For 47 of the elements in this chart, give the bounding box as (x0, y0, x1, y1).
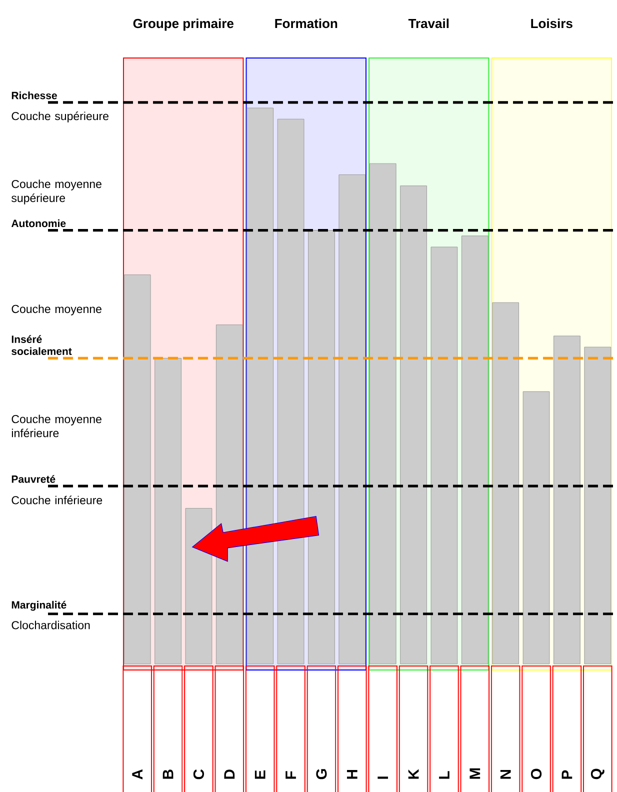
band-label: Groupe primaire (133, 18, 234, 31)
x-tick-label: N (500, 770, 511, 779)
x-tick-label: O (530, 768, 542, 780)
text: Couche supérieure (12, 112, 108, 122)
ref-line-label: Marginalité (12, 600, 66, 611)
bar (430, 246, 458, 664)
x-tick-label: F (286, 771, 296, 779)
bar (461, 236, 488, 664)
bar (522, 391, 550, 664)
band-label: Loisirs (531, 18, 572, 28)
bar (277, 118, 304, 664)
x-tick-label: E (254, 770, 266, 779)
bar (554, 336, 580, 664)
bar (369, 163, 396, 664)
bar (308, 230, 335, 664)
text: Couche moyenne supérieure (12, 180, 102, 204)
text: Couche moyenne inférieure (12, 414, 102, 438)
bar (400, 186, 427, 664)
text: Couche inférieure (12, 496, 102, 504)
ref-line-label: Pauvreté (12, 475, 56, 483)
bar (124, 274, 151, 664)
bar (492, 302, 520, 664)
x-tick-label: I (378, 776, 388, 779)
x-tick-label: M (470, 768, 480, 779)
bar (338, 174, 366, 664)
x-tick-label: Q (590, 768, 604, 780)
bar (246, 108, 274, 664)
x-tick-label: A (132, 769, 142, 780)
x-tick-label: P (562, 770, 572, 779)
x-tick-label: D (224, 770, 235, 779)
ref-line-label: Richesse (12, 92, 57, 100)
text: Clochardisation (12, 620, 90, 630)
band-label: Formation (275, 18, 338, 28)
x-tick-label: L (439, 771, 450, 779)
ref-line-label: Inséré socialement (12, 335, 72, 355)
bar (584, 346, 612, 664)
band-label: Travail (408, 18, 449, 28)
text: Couche moyenne (12, 304, 102, 316)
ref-line-label: Autonomie (11, 219, 66, 228)
bar (216, 324, 243, 664)
bar (154, 358, 182, 664)
x-tick-label: H (346, 770, 358, 779)
x-tick-label: G (316, 769, 327, 780)
x-tick-label: B (162, 770, 174, 779)
x-tick-label: C (193, 769, 204, 780)
x-tick-label: K (408, 769, 419, 779)
bar (185, 508, 212, 664)
